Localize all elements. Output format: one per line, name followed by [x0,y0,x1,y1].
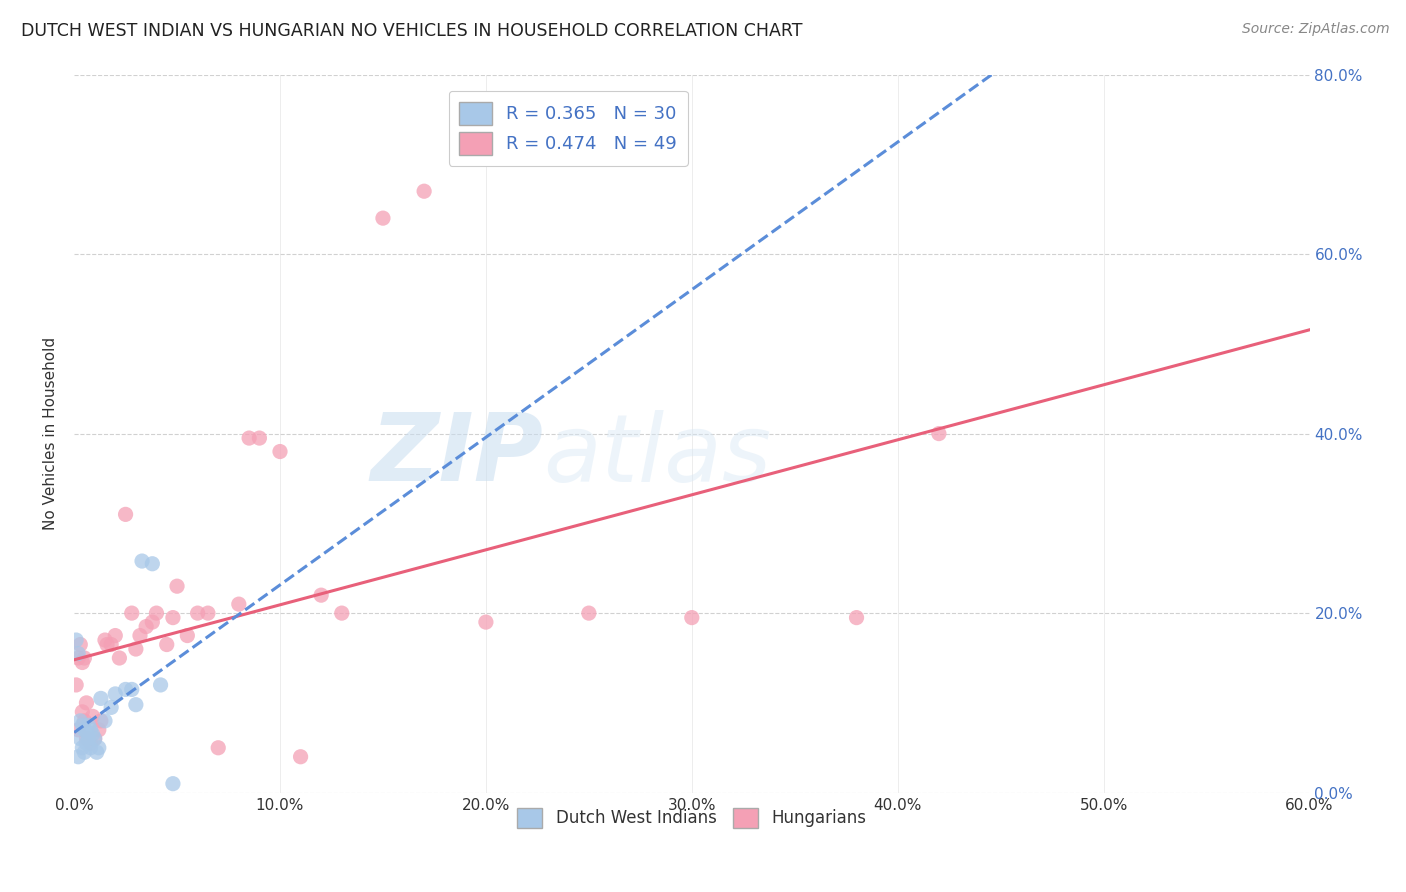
Point [73,745,96,759]
Point [475,615,498,629]
Point [247,431,270,445]
Point [108,651,131,665]
Legend: Dutch West Indians, Hungarians: Dutch West Indians, Hungarians [510,801,873,835]
Point [83,731,105,746]
Text: DUTCH WEST INDIAN VS HUNGARIAN NO VEHICLES IN HOUSEHOLD CORRELATION CHART: DUTCH WEST INDIAN VS HUNGARIAN NO VEHICL… [21,22,803,40]
Point [145,606,167,620]
Point [67,651,90,665]
Point [121,606,143,620]
Point [129,629,152,643]
Text: Source: ZipAtlas.com: Source: ZipAtlas.com [1241,22,1389,37]
Point [104,687,127,701]
Point [114,682,136,697]
Point [75,696,97,710]
Point [72,740,94,755]
Point [371,211,394,226]
Text: ZIP: ZIP [371,409,544,501]
Point [77,731,100,746]
Point [79,736,101,750]
Point [75,731,97,746]
Y-axis label: No Vehicles in Household: No Vehicles in Household [44,337,58,530]
Point [166,579,188,593]
Point [141,557,163,571]
Point [75,724,97,739]
Point [65,678,87,692]
Point [72,718,94,732]
Point [79,723,101,737]
Point [94,633,117,648]
Point [77,718,100,732]
Point [87,740,110,755]
Point [69,731,91,746]
Point [681,610,703,624]
Point [162,610,184,624]
Point [290,749,312,764]
Point [82,709,104,723]
Point [73,723,96,737]
Point [928,426,950,441]
Point [309,588,332,602]
Point [90,714,112,728]
Point [141,615,163,629]
Point [75,736,97,750]
Text: atlas: atlas [544,409,772,500]
Point [69,638,91,652]
Point [114,508,136,522]
Point [176,629,198,643]
Point [79,740,101,755]
Point [90,691,112,706]
Point [67,723,90,737]
Point [73,651,96,665]
Point [100,638,122,652]
Point [135,619,157,633]
Point [69,714,91,728]
Point [82,727,104,741]
Point [86,745,108,759]
Point [197,606,219,620]
Point [845,610,868,624]
Point [162,777,184,791]
Point [228,597,250,611]
Point [100,700,122,714]
Point [238,431,260,445]
Point [269,444,291,458]
Point [104,629,127,643]
Point [330,606,353,620]
Point [72,656,94,670]
Point [73,714,96,728]
Point [149,678,172,692]
Point [413,184,436,198]
Point [578,606,600,620]
Point [125,698,148,712]
Point [96,638,118,652]
Point [156,638,179,652]
Point [72,705,94,719]
Point [77,731,100,746]
Point [67,749,90,764]
Point [207,740,229,755]
Point [131,554,153,568]
Point [67,647,90,661]
Point [94,714,117,728]
Point [187,606,209,620]
Point [121,682,143,697]
Point [83,731,105,746]
Point [65,633,87,648]
Point [87,723,110,737]
Point [125,642,148,657]
